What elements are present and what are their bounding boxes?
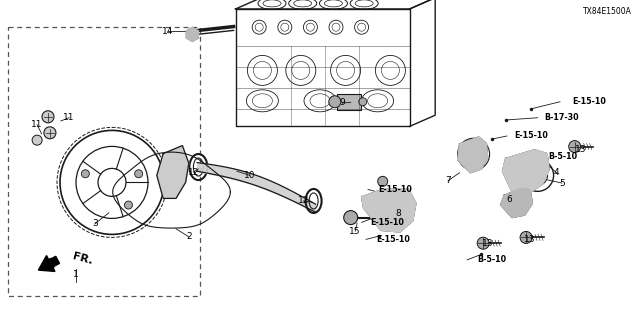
Text: 11: 11 — [31, 120, 43, 129]
Text: E-15-10: E-15-10 — [515, 132, 548, 140]
Text: 7: 7 — [445, 176, 451, 185]
Text: 8: 8 — [396, 209, 401, 218]
Circle shape — [359, 98, 367, 106]
Text: E-15-10: E-15-10 — [371, 218, 404, 227]
Bar — [8, 27, 200, 296]
Text: E-15-10: E-15-10 — [377, 235, 410, 244]
Text: 10: 10 — [244, 171, 255, 180]
Text: TX84E1500A: TX84E1500A — [584, 7, 632, 16]
Polygon shape — [157, 146, 189, 198]
Circle shape — [42, 111, 54, 123]
Text: 1: 1 — [73, 270, 78, 279]
Text: 2: 2 — [186, 232, 191, 241]
Circle shape — [520, 231, 532, 244]
Circle shape — [569, 140, 580, 153]
Text: 3: 3 — [92, 220, 97, 228]
Polygon shape — [186, 28, 198, 41]
Text: 5: 5 — [559, 180, 564, 188]
Text: FR.: FR. — [72, 251, 94, 266]
Text: E-15-10: E-15-10 — [379, 185, 412, 194]
Bar — [337, 94, 361, 110]
Circle shape — [32, 135, 42, 145]
Text: 12: 12 — [188, 168, 199, 177]
Text: 6: 6 — [507, 196, 512, 204]
Polygon shape — [500, 188, 532, 218]
Text: 4: 4 — [554, 168, 559, 177]
Circle shape — [378, 176, 388, 186]
Text: 13: 13 — [575, 145, 587, 154]
Circle shape — [134, 170, 143, 178]
Text: E-15-10: E-15-10 — [572, 97, 605, 106]
Text: 13: 13 — [482, 239, 493, 248]
Circle shape — [329, 96, 341, 108]
Circle shape — [477, 237, 489, 249]
Polygon shape — [362, 189, 416, 232]
Circle shape — [344, 211, 358, 225]
FancyArrow shape — [38, 256, 60, 271]
Text: B-5-10: B-5-10 — [548, 152, 578, 161]
Text: 15: 15 — [349, 227, 361, 236]
Circle shape — [124, 201, 132, 209]
Text: 11: 11 — [63, 113, 75, 122]
Text: 9: 9 — [340, 98, 345, 107]
Text: 13: 13 — [524, 235, 536, 244]
Text: 12: 12 — [298, 196, 309, 205]
Text: B-17-30: B-17-30 — [545, 113, 579, 122]
Circle shape — [44, 127, 56, 139]
Polygon shape — [502, 150, 549, 193]
Circle shape — [81, 170, 90, 178]
Text: 14: 14 — [162, 27, 173, 36]
Text: B-5-10: B-5-10 — [477, 255, 506, 264]
Polygon shape — [458, 137, 488, 173]
